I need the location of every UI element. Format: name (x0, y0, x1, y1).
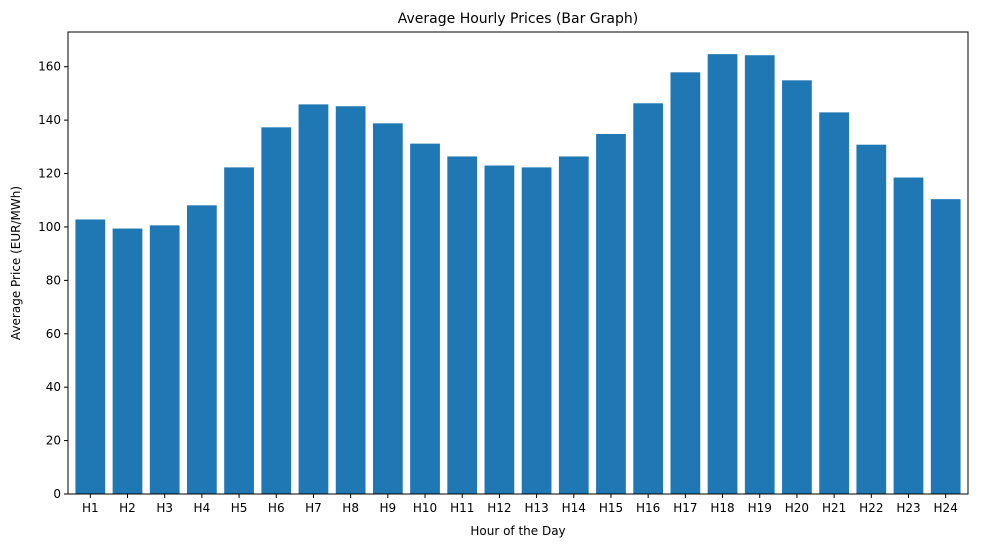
x-tick-label: H15 (599, 501, 623, 515)
x-tick-label: H23 (896, 501, 920, 515)
bar-h6 (261, 127, 292, 494)
bar-h9 (372, 123, 403, 495)
bar-h5 (224, 167, 254, 494)
y-tick-label: 20 (46, 434, 61, 448)
x-tick-label: H8 (342, 501, 359, 515)
y-tick-label: 40 (46, 380, 61, 394)
x-axis-label: Hour of the Day (470, 524, 565, 538)
x-tick-label: H18 (710, 501, 734, 515)
bar-h13 (521, 167, 552, 494)
x-tick-label: H12 (487, 501, 511, 515)
chart-title: Average Hourly Prices (Bar Graph) (398, 11, 638, 27)
bar-h16 (633, 103, 664, 494)
x-tick-label: H2 (119, 501, 136, 515)
x-tick-label: H24 (934, 501, 958, 515)
bar-h10 (410, 143, 440, 494)
bar-h21 (819, 112, 849, 494)
bar-h17 (670, 72, 701, 494)
x-tick-label: H19 (748, 501, 772, 515)
y-tick-label: 0 (53, 487, 61, 501)
y-tick-label: 140 (38, 113, 61, 127)
y-tick-label: 160 (38, 60, 61, 74)
bar-h22 (856, 144, 887, 494)
bar-h18 (707, 54, 738, 495)
x-tick-label: H3 (156, 501, 173, 515)
bar-h19 (744, 55, 775, 495)
x-tick-label: H14 (562, 501, 586, 515)
x-tick-label: H5 (231, 501, 248, 515)
bar-h24 (930, 199, 961, 494)
x-tick-label: H21 (822, 501, 846, 515)
x-tick-label: H20 (785, 501, 809, 515)
bar-h3 (149, 225, 180, 495)
x-axis-ticks: H1 H2 H3 H4 H5 H6 H7 H8 H9 H10 H11 H12 H13 H14 H15 H16 H… (82, 494, 958, 515)
x-tick-label: H13 (524, 501, 548, 515)
bar-h4 (187, 205, 217, 494)
y-tick-label: 80 (46, 273, 61, 287)
x-tick-label: H4 (194, 501, 211, 515)
plot-frame (67, 31, 969, 495)
bar-h7 (298, 104, 329, 495)
bar-h23 (893, 177, 924, 495)
bar-h12 (484, 165, 515, 495)
y-tick-label: 60 (46, 327, 61, 341)
y-axis-label: Average Price (EUR/MWh) (9, 186, 23, 340)
x-tick-label: H1 (82, 501, 99, 515)
bar-h20 (782, 80, 812, 494)
x-tick-label: H10 (413, 501, 437, 515)
x-tick-label: H16 (636, 501, 660, 515)
x-tick-label: H11 (450, 501, 474, 515)
x-tick-label: H7 (305, 501, 322, 515)
bar-h8 (335, 106, 366, 494)
x-tick-label: H6 (268, 501, 285, 515)
y-axis-ticks: 0 20 40 60 80 100 120 140 160 (38, 60, 68, 501)
y-tick-label: 120 (38, 167, 61, 181)
x-tick-label: H22 (859, 501, 883, 515)
x-tick-label: H9 (379, 501, 396, 515)
bar-h14 (558, 156, 589, 495)
bars-group (75, 54, 961, 495)
y-tick-label: 100 (38, 220, 61, 234)
bar-h2 (112, 228, 143, 494)
x-tick-label: H17 (673, 501, 697, 515)
bar-h1 (75, 219, 106, 494)
bar-h15 (596, 134, 626, 495)
bar-h11 (447, 156, 478, 495)
